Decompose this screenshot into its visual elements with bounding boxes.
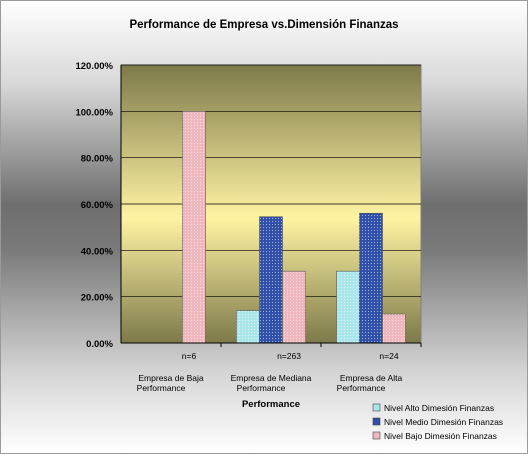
bar-texture — [182, 111, 206, 343]
bar-texture — [236, 310, 260, 343]
category-n-label: n=263 — [277, 351, 301, 361]
category-label: Empresa de Mediana — [231, 373, 312, 383]
legend-swatch — [372, 403, 381, 412]
bar-texture — [336, 271, 360, 343]
category-label: Performance — [237, 383, 286, 393]
y-tick-label: 40.00% — [81, 246, 114, 257]
legend-label: Nivel Alto Dimesión Finanzas — [384, 403, 494, 413]
category-n-label: n=24 — [379, 351, 398, 361]
legend-swatch — [372, 417, 381, 426]
y-tick-label: 20.00% — [81, 293, 114, 304]
legend-label: Nivel Bajo Dimesión Finanzas — [384, 431, 497, 441]
bar-texture — [359, 213, 383, 343]
y-tick-label: 120.00% — [75, 61, 113, 72]
category-label: Empresa de Baja — [138, 373, 203, 383]
category-label: Performance — [137, 383, 186, 393]
category-label: Performance — [337, 383, 386, 393]
bar-texture — [259, 216, 283, 343]
category-label: Empresa de Alta — [340, 373, 403, 383]
y-tick-label: 100.00% — [75, 107, 113, 118]
y-tick-label: 0.00% — [86, 339, 113, 350]
bar-texture — [382, 314, 406, 343]
chart-title: Performance de Empresa vs.Dimensión Fina… — [129, 19, 398, 31]
bar-texture — [282, 271, 306, 343]
x-axis-label: Performance — [242, 399, 300, 410]
legend-label: Nivel Medio Dimesión Finanzas — [384, 417, 503, 427]
y-tick-label: 80.00% — [81, 154, 114, 165]
category-n-label: n=6 — [182, 351, 197, 361]
y-tick-label: 60.00% — [81, 200, 114, 211]
legend-swatch — [372, 431, 381, 440]
